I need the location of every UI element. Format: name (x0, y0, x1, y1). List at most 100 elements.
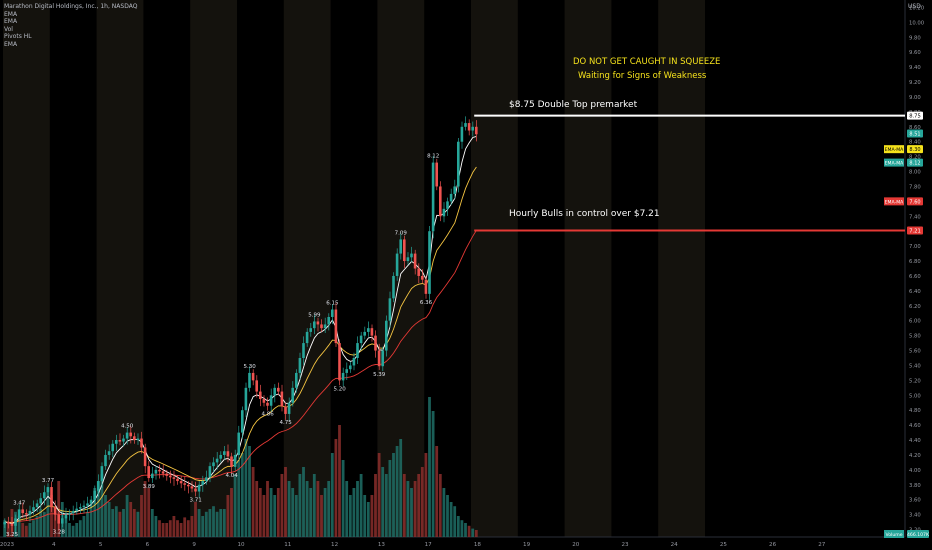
time-tick-label: 6 (146, 542, 150, 548)
price-tick-label: 5.20 (909, 378, 921, 384)
candle-body (320, 324, 323, 329)
candle-body (460, 126, 464, 142)
candle-body (406, 257, 410, 262)
time-tick-label: 11 (284, 542, 292, 548)
volume-bar (280, 474, 284, 537)
legend-indicator-ema-2[interactable]: EMA (4, 18, 18, 25)
price-tick-label: 5.40 (909, 363, 921, 369)
candle-body (32, 507, 35, 511)
candle-body (3, 522, 6, 525)
ema-tag-name-label: EMA-MA (885, 161, 905, 167)
volume-bar (467, 525, 471, 537)
volume-bar (338, 425, 341, 537)
candle-body (327, 316, 330, 325)
price-tick-label: 8.20 (909, 155, 921, 161)
volume-bar (370, 495, 374, 537)
volume-bar (222, 509, 226, 537)
session-band (564, 0, 612, 537)
candle-body (323, 324, 327, 329)
candle-body (341, 372, 345, 381)
volume-tag-name (884, 530, 904, 538)
legend-indicator-volume[interactable]: Vol (4, 25, 13, 33)
candle-body (7, 522, 10, 524)
volume-bar (111, 509, 115, 537)
resistance-price-label: 8.75 (909, 114, 921, 120)
volume-bar (384, 474, 388, 537)
candle-body (464, 123, 467, 127)
candle-body (388, 298, 392, 321)
volume-bar (402, 474, 406, 537)
legend-indicator-ema-1[interactable]: EMA (4, 10, 18, 18)
volume-bar (284, 467, 287, 537)
candle-body (154, 469, 158, 474)
volume-bar (6, 523, 10, 537)
volume-bar (68, 523, 71, 537)
volume-bar (28, 523, 32, 537)
candle-body (302, 343, 305, 358)
volume-bar (226, 495, 230, 537)
candle-body (28, 510, 32, 515)
volume-bar (21, 523, 25, 537)
candle-body (35, 503, 39, 508)
candle-body (219, 454, 222, 459)
volume-bar (442, 488, 446, 537)
candle-body (370, 328, 374, 336)
volume-bar (57, 481, 61, 537)
pivot-label: 8.12 (427, 154, 439, 160)
volume-bar (330, 453, 334, 537)
candle-body (176, 478, 179, 482)
volume-tag-value-label: 466.107K (907, 532, 930, 538)
volume-bar (356, 481, 359, 537)
volume-bar (114, 506, 118, 537)
price-tick-label: 7.40 (909, 214, 921, 220)
candle-body (14, 518, 17, 526)
volume-bar (32, 520, 35, 537)
ema-tag-name (884, 145, 904, 154)
candle-body (86, 503, 89, 506)
candle-body (403, 239, 406, 262)
time-tick-label: 25 (720, 542, 728, 548)
candle-body (313, 321, 316, 329)
time-tick-label: 20 (572, 542, 580, 548)
time-tick-label: 4 (52, 542, 56, 548)
volume-bar (208, 509, 212, 537)
session-band (96, 0, 144, 537)
volume-bar (122, 509, 125, 537)
candle-body (165, 473, 168, 476)
volume-bar (179, 523, 183, 537)
ema-tag-value-label: 7.60 (909, 199, 920, 205)
legend-indicator-pivots[interactable]: Pivots HL (4, 33, 32, 40)
time-tick-label: 19 (523, 542, 531, 548)
legend-symbol[interactable]: Marathon Digital Holdings, Inc., 1h, NAS… (4, 3, 138, 10)
candle-body (71, 510, 75, 514)
volume-bar (269, 488, 273, 537)
candle-body (305, 331, 309, 344)
volume-bar (93, 488, 97, 537)
volume-bar (363, 495, 367, 537)
candle-body (255, 380, 258, 392)
candle-body (413, 253, 417, 269)
legend-indicator-ema-3[interactable]: EMA (4, 40, 18, 48)
candle-body (136, 438, 140, 441)
volume-bar (456, 516, 460, 537)
candle-body (208, 466, 212, 478)
price-tick-label: 7.00 (909, 244, 921, 250)
volume-bar (3, 520, 7, 537)
pivot-label: 3.71 (189, 498, 201, 504)
candle-body (161, 471, 165, 474)
volume-bar (413, 481, 417, 537)
volume-bar (143, 481, 147, 537)
volume-bar (255, 481, 259, 537)
price-tick-label: 6.60 (909, 274, 921, 280)
session-band (3, 0, 50, 537)
pivot-label: 5.39 (373, 372, 386, 378)
volume-bar (219, 509, 223, 537)
price-tick-label: 4.60 (909, 423, 921, 429)
candle-body (212, 462, 215, 467)
candle-body (129, 432, 132, 437)
volume-bar (158, 520, 161, 537)
candle-body (64, 514, 68, 519)
ema-slow-line (4, 230, 477, 523)
candle-body (316, 321, 320, 325)
